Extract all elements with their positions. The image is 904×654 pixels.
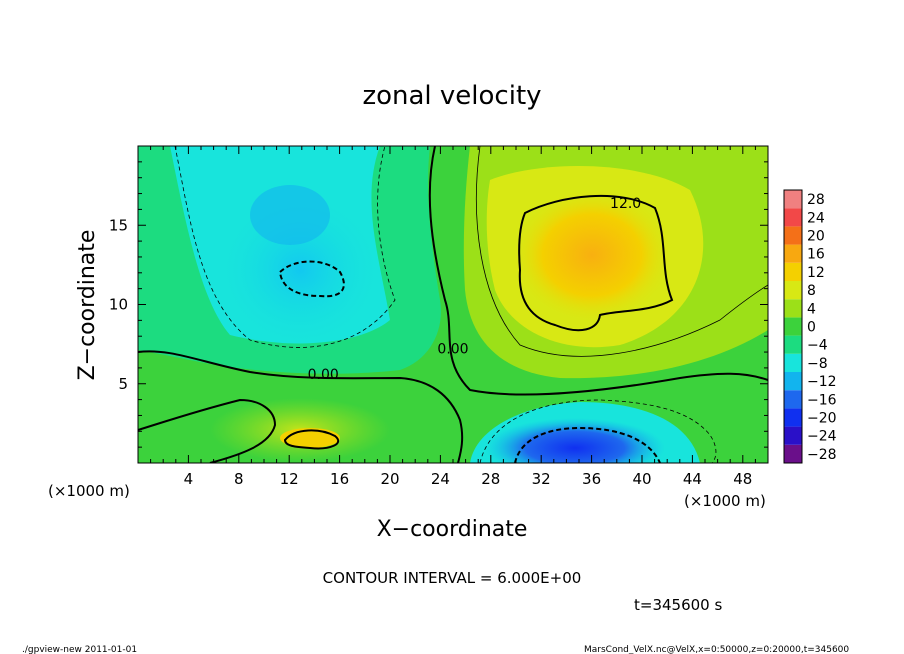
- colorbar-swatch: [784, 262, 802, 281]
- colorbar-swatch: [784, 190, 802, 209]
- colorbar-swatch: [784, 426, 802, 445]
- contour-label: 0.00: [437, 342, 468, 358]
- colorbar-swatch: [784, 408, 802, 427]
- contour-interval-text: CONTOUR INTERVAL = 6.000E+00: [323, 569, 582, 587]
- colorbar-swatch: [784, 244, 802, 263]
- x-tick-label: 16: [330, 470, 349, 488]
- y-axis-label: Z−coordinate: [75, 230, 100, 381]
- colorbar-label: −16: [807, 392, 837, 408]
- colorbar-label: −8: [807, 356, 828, 372]
- x-tick-label: 48: [733, 470, 752, 488]
- colorbar-swatch: [784, 444, 802, 463]
- contour-neg-left: [278, 260, 345, 298]
- chart-title: zonal velocity: [362, 81, 541, 111]
- colorbar-label: 28: [807, 192, 825, 208]
- colorbar-label: −12: [807, 374, 837, 390]
- colorbar-swatch: [784, 353, 802, 372]
- x-axis-label: X−coordinate: [377, 517, 528, 542]
- colorbar-label: −20: [807, 411, 837, 427]
- colorbar-label: −24: [807, 429, 837, 445]
- colorbar-swatch: [784, 335, 802, 354]
- x-tick-label: 36: [582, 470, 601, 488]
- colorbar-swatch: [784, 299, 802, 318]
- x-tick-label: 8: [234, 470, 244, 488]
- x-tick-label: 28: [481, 470, 500, 488]
- x-unit-label-right: (×1000 m): [684, 492, 766, 510]
- field-blob-blue: [485, 418, 665, 463]
- colorbar-label: 8: [807, 283, 816, 299]
- colorbar-label: 0: [807, 320, 816, 336]
- contour-thin-2: [476, 146, 768, 357]
- y-tick-label: 5: [118, 375, 128, 393]
- colorbar-label: −28: [807, 447, 837, 463]
- plot-area: [138, 146, 768, 463]
- y-tick-label: 10: [109, 296, 128, 314]
- x-axis: 4 8 12 16 20 24 28 32 36 40 44 48: [150, 146, 756, 488]
- x-tick-label: 12: [280, 470, 299, 488]
- contour-zero-top: [428, 146, 768, 396]
- colorbar-swatch: [784, 372, 802, 391]
- contour-twelve: [518, 194, 674, 332]
- contour-neg-bottom: [514, 426, 661, 463]
- x-tick-label: 4: [184, 470, 194, 488]
- x-tick-label: 24: [431, 470, 450, 488]
- contour-zero-bottom: [138, 398, 277, 463]
- x-tick-label: 40: [632, 470, 651, 488]
- colorbar-label: 12: [807, 265, 825, 281]
- field-blob-cyan-2: [250, 185, 330, 245]
- footer-right: MarsCond_VelX.nc@VelX,x=0:50000,z=0:2000…: [584, 645, 849, 654]
- x-unit-label-left: (×1000 m): [48, 482, 130, 500]
- x-tick-label: 20: [380, 470, 399, 488]
- footer-left: ./gpview-new 2011-01-01: [22, 645, 137, 654]
- contour-label: 0.00: [308, 367, 339, 383]
- colorbar-label: −4: [807, 338, 828, 354]
- colorbar-label: 20: [807, 229, 825, 245]
- contour-labels: 12.0 0.00 0.00: [308, 196, 642, 383]
- time-text: t=345600 s: [634, 596, 722, 614]
- x-tick-label: 32: [532, 470, 551, 488]
- colorbar-swatch: [784, 390, 802, 409]
- colorbar-frame: [783, 189, 803, 464]
- colorbar-swatch: [784, 281, 802, 300]
- colorbar-swatch: [784, 317, 802, 336]
- colorbar-label: 4: [807, 301, 816, 317]
- colorbar-label: 16: [807, 247, 825, 263]
- colorbar-swatch: [784, 208, 802, 227]
- y-tick-label: 15: [109, 216, 128, 234]
- contour-zero-left: [138, 350, 464, 463]
- contour-thin-1: [174, 146, 396, 348]
- x-tick-label: 44: [683, 470, 702, 488]
- colorbar: 28 24 20 16 12 8 4 0 −4 −8 −12 −16 −20 −24 −28: [783, 189, 837, 464]
- colorbar-swatch: [784, 226, 802, 245]
- contour-pos-bottom: [283, 429, 340, 450]
- contour-label: 12.0: [610, 196, 641, 212]
- y-axis: 5 10 15: [109, 161, 768, 448]
- field-blob-pos: [510, 187, 674, 323]
- colorbar-label: 24: [807, 210, 825, 226]
